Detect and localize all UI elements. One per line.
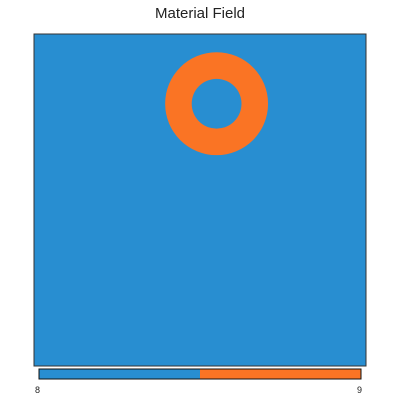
material-ring: [165, 52, 269, 156]
colorbar-frame: [38, 368, 362, 380]
chart-title: Material Field: [154, 5, 246, 22]
colorbar-segment-low: [39, 369, 200, 379]
colorbar-min-label: 8: [35, 385, 41, 395]
colorbar-max-label: 9: [357, 385, 363, 395]
colorbar-segment-high: [200, 369, 361, 379]
field-background: [33, 33, 367, 367]
